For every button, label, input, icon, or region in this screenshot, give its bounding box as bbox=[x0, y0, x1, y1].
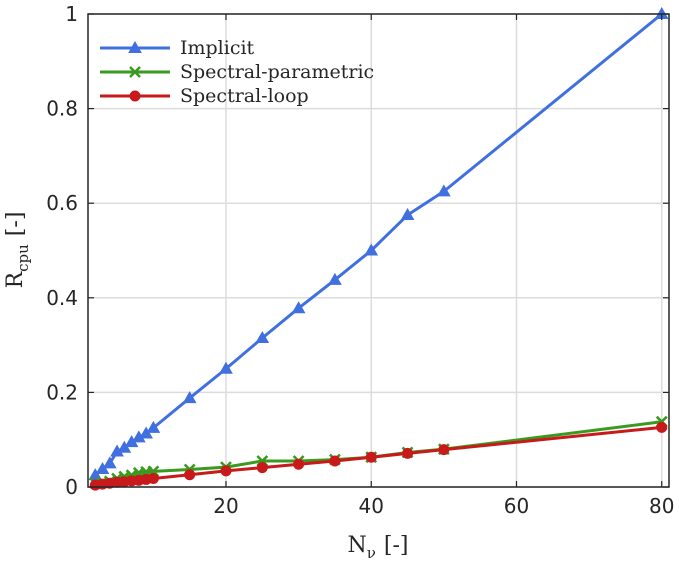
data-point-spectral-loop bbox=[220, 465, 232, 477]
legend-entry-implicit: Implicit bbox=[100, 37, 255, 59]
data-point-implicit bbox=[182, 391, 197, 404]
y-tick-label: 1 bbox=[65, 2, 78, 26]
x-tick-label: 40 bbox=[359, 494, 384, 518]
y-axis-label-unit: [-] bbox=[3, 212, 28, 237]
data-point-implicit bbox=[364, 243, 379, 256]
y-tick-label: 0.6 bbox=[46, 191, 78, 215]
data-point-spectral-loop bbox=[293, 458, 305, 470]
legend-label-spectral-loop: Spectral-loop bbox=[180, 85, 309, 107]
legend-label-implicit: Implicit bbox=[180, 37, 255, 59]
series-spectral-loop bbox=[89, 421, 668, 491]
data-point-spectral-loop bbox=[184, 469, 196, 481]
plot-background bbox=[88, 14, 669, 487]
legend-marker-spectral-parametric bbox=[129, 66, 141, 78]
data-point-implicit bbox=[219, 361, 233, 374]
legend-entry-spectral-loop: Spectral-loop bbox=[100, 85, 309, 107]
data-point-implicit bbox=[328, 272, 342, 285]
data-point-implicit bbox=[255, 330, 270, 344]
legend-marker-spectral-loop bbox=[129, 90, 141, 102]
y-tick-label: 0.4 bbox=[46, 286, 78, 310]
y-tick-label: 0.8 bbox=[46, 97, 78, 121]
y-tick-label: 0 bbox=[65, 475, 78, 499]
plot-frame bbox=[87, 13, 670, 488]
data-point-spectral-loop bbox=[365, 451, 377, 463]
data-point-spectral-loop bbox=[329, 455, 341, 467]
data-point-spectral-loop bbox=[147, 472, 159, 484]
series-layer bbox=[88, 6, 669, 491]
y-axis-label: Rcpu [-] bbox=[3, 212, 32, 289]
x-marker-stroke bbox=[129, 66, 141, 78]
legend-label-spectral-parametric: Spectral-parametric bbox=[180, 61, 374, 83]
x-axis-label-subscript: ν bbox=[367, 544, 376, 561]
legend-marker-implicit bbox=[128, 40, 142, 53]
y-axis-label-main: R bbox=[3, 270, 28, 288]
legend-entry-spectral-parametric: Spectral-parametric bbox=[100, 61, 374, 83]
x-axis-label-unit: [-] bbox=[384, 533, 409, 558]
x-axis-label: Nν [-] bbox=[348, 533, 409, 561]
x-axis-label-main: N bbox=[348, 533, 367, 558]
data-point-implicit bbox=[102, 456, 117, 469]
data-point-implicit bbox=[437, 184, 451, 197]
x-tick-label: 60 bbox=[504, 494, 529, 518]
data-point-spectral-loop bbox=[402, 447, 414, 459]
y-axis-label-subscript: cpu bbox=[14, 244, 32, 272]
data-point-spectral-loop bbox=[256, 462, 268, 474]
x-tick-label: 80 bbox=[649, 494, 674, 518]
data-point-spectral-loop bbox=[656, 421, 668, 433]
x-tick-label: 20 bbox=[213, 494, 238, 518]
data-point-implicit bbox=[400, 208, 415, 221]
y-tick-label: 0.2 bbox=[46, 380, 78, 404]
data-point-implicit bbox=[291, 301, 306, 314]
tick-layer: 20 40 60 80 0 0.2 0.4 0.6 0.8 1 bbox=[46, 2, 674, 518]
data-point-spectral-loop bbox=[438, 444, 450, 456]
data-point-implicit bbox=[146, 420, 161, 433]
